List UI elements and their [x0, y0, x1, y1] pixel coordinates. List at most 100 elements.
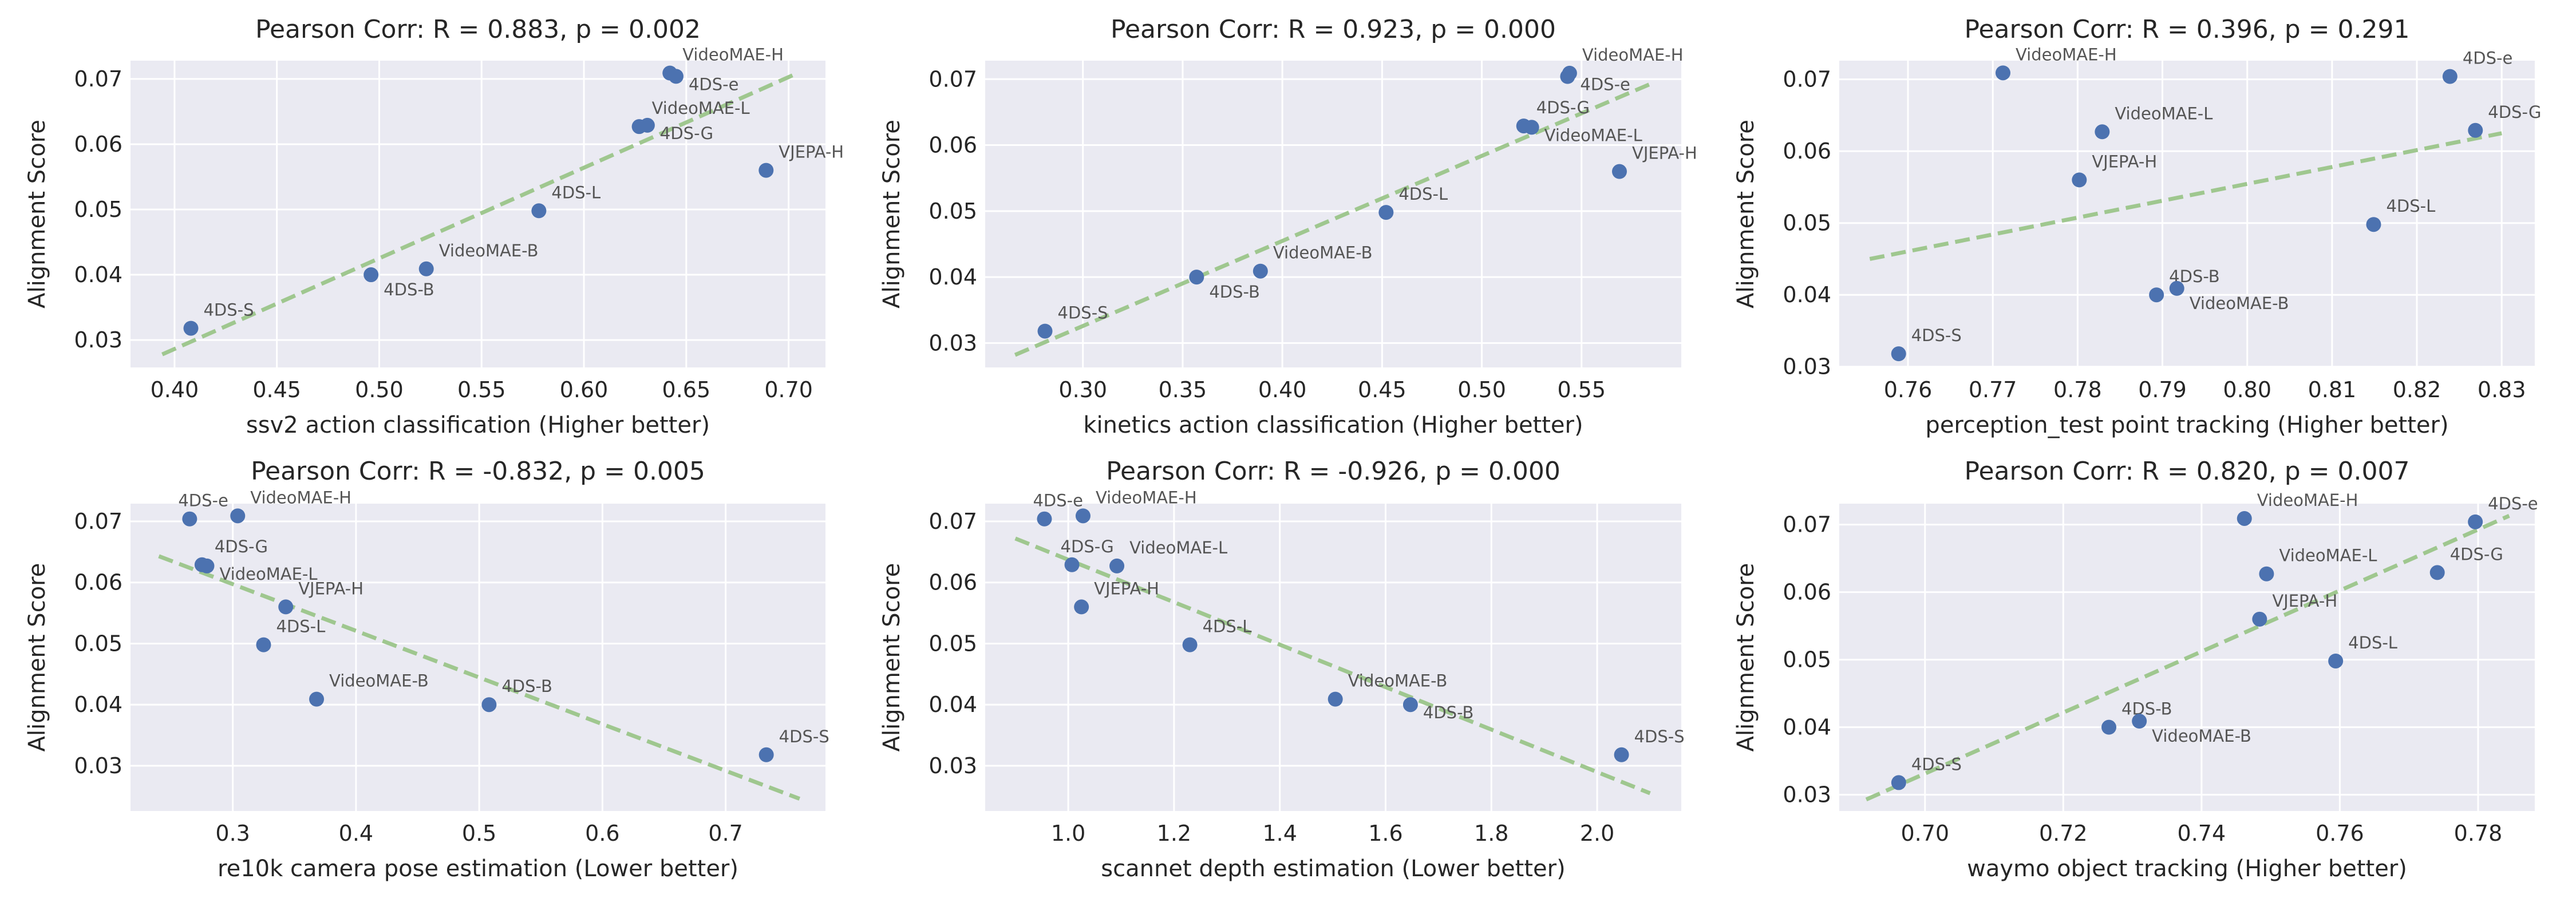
y-tick-label: 0.06	[74, 132, 123, 157]
fit-line	[1014, 82, 1650, 357]
data-point	[758, 163, 774, 178]
data-point	[2169, 280, 2184, 296]
x-axis-label: scannet depth estimation (Lower better)	[1101, 856, 1565, 882]
y-tick-label: 0.04	[74, 692, 123, 717]
x-tick-label: 0.5	[462, 821, 496, 846]
point-label: VideoMAE-B	[1273, 243, 1373, 263]
y-tick-label: 0.05	[929, 199, 977, 224]
fit-line	[161, 72, 796, 357]
subplot-title: Pearson Corr: R = 0.820, p = 0.007	[1965, 457, 2410, 486]
x-tick-label: 0.81	[2308, 377, 2357, 402]
x-tick-label: 0.78	[2053, 377, 2102, 402]
y-tick-label: 0.07	[74, 66, 123, 92]
x-tick-label: 0.55	[1557, 377, 1606, 402]
x-tick-label: 0.45	[252, 377, 301, 402]
point-label: VJEPA-H	[1094, 579, 1159, 598]
x-tick-label: 0.70	[1901, 821, 1949, 846]
data-point	[2468, 122, 2483, 138]
data-point	[364, 267, 379, 283]
data-point	[2072, 172, 2087, 188]
point-label: VideoMAE-B	[439, 241, 539, 260]
x-tick-label: 1.2	[1157, 821, 1191, 846]
data-point	[2259, 566, 2274, 581]
point-label: 4DS-G	[1536, 98, 1590, 117]
x-axis-label: perception_test point tracking (Higher b…	[1925, 412, 2448, 438]
point-label: 4DS-G	[1061, 537, 1114, 556]
x-tick-label: 0.40	[151, 377, 199, 402]
y-tick-label: 0.05	[74, 197, 123, 222]
x-tick-label: 0.78	[2454, 821, 2503, 846]
data-point	[1995, 65, 2010, 81]
point-label: VideoMAE-H	[250, 488, 351, 507]
data-point	[1182, 637, 1198, 652]
x-tick-label: 0.40	[1258, 377, 1307, 402]
x-tick-label: 1.8	[1474, 821, 1508, 846]
point-label: 4DS-S	[779, 727, 829, 746]
data-point	[758, 747, 774, 762]
y-tick-label: 0.03	[929, 753, 977, 778]
point-label: 4DS-G	[215, 537, 268, 556]
x-tick-label: 0.80	[2223, 377, 2271, 402]
y-tick-label: 0.07	[929, 509, 977, 534]
data-point	[1611, 164, 1627, 179]
point-label: 4DS-S	[1058, 303, 1108, 323]
x-tick-label: 0.76	[1884, 377, 1933, 402]
point-label: VideoMAE-H	[1096, 488, 1197, 507]
data-point	[2328, 653, 2344, 668]
point-label: 4DS-G	[660, 124, 713, 143]
point-label: 4DS-B	[2121, 699, 2172, 719]
y-tick-label: 0.05	[1783, 211, 1831, 236]
x-tick-label: 0.35	[1159, 377, 1207, 402]
point-label: 4DS-e	[178, 491, 228, 511]
data-point	[1109, 558, 1125, 573]
y-axis-label: Alignment Score	[1733, 563, 1759, 752]
x-tick-label: 0.45	[1358, 377, 1406, 402]
point-label: 4DS-G	[2488, 102, 2541, 122]
subplot-title: Pearson Corr: R = -0.832, p = 0.005	[251, 457, 705, 486]
point-label: 4DS-e	[689, 74, 739, 94]
point-label: 4DS-L	[276, 617, 325, 636]
point-label: 4DS-S	[1911, 754, 1962, 774]
y-tick-label: 0.07	[929, 66, 977, 92]
fit-line	[1014, 536, 1651, 796]
data-point	[1891, 346, 1906, 362]
y-tick-label: 0.04	[929, 264, 977, 290]
x-axis-label: waymo object tracking (Higher better)	[1967, 856, 2407, 882]
y-axis-label: Alignment Score	[24, 563, 50, 752]
y-tick-label: 0.04	[1783, 715, 1831, 740]
data-point	[183, 321, 199, 336]
x-tick-label: 1.4	[1262, 821, 1297, 846]
y-tick-label: 0.03	[74, 327, 123, 353]
point-label: VideoMAE-L	[2115, 104, 2212, 123]
point-label: 4DS-G	[2450, 544, 2503, 564]
y-tick-label: 0.03	[929, 330, 977, 355]
point-label: VideoMAE-B	[329, 671, 429, 691]
data-point	[2132, 714, 2147, 729]
y-axis-label: Alignment Score	[1733, 120, 1759, 308]
point-label: VideoMAE-L	[219, 564, 317, 584]
point-label: VJEPA-H	[1632, 144, 1697, 163]
data-point	[1064, 557, 1080, 572]
data-point	[256, 637, 271, 652]
y-tick-label: 0.06	[74, 570, 123, 595]
fit-line	[158, 554, 801, 801]
x-axis-label: ssv2 action classification (Higher bette…	[246, 412, 710, 438]
y-tick-label: 0.06	[929, 133, 977, 158]
point-label: 4DS-S	[203, 300, 254, 320]
subplot-1: 0.40 0.45 0.50 0.55 0.60 0.65 0.70 0.03 0.04 0.05…	[24, 15, 844, 438]
data-point	[1327, 691, 1343, 707]
point-label: 4DS-B	[1423, 703, 1474, 722]
point-label: VJEPA-H	[298, 579, 364, 598]
point-label: 4DS-L	[2386, 196, 2435, 216]
y-tick-label: 0.04	[74, 262, 123, 287]
point-label: 4DS-e	[1580, 75, 1630, 94]
y-tick-label: 0.03	[74, 753, 123, 778]
y-tick-label: 0.04	[1783, 282, 1831, 307]
point-label: 4DS-L	[2348, 633, 2397, 652]
x-tick-label: 1.0	[1051, 821, 1085, 846]
data-point	[1402, 697, 1418, 713]
x-tick-label: 0.77	[1969, 377, 2017, 402]
y-tick-label: 0.05	[929, 631, 977, 656]
y-tick-label: 0.04	[929, 692, 977, 717]
